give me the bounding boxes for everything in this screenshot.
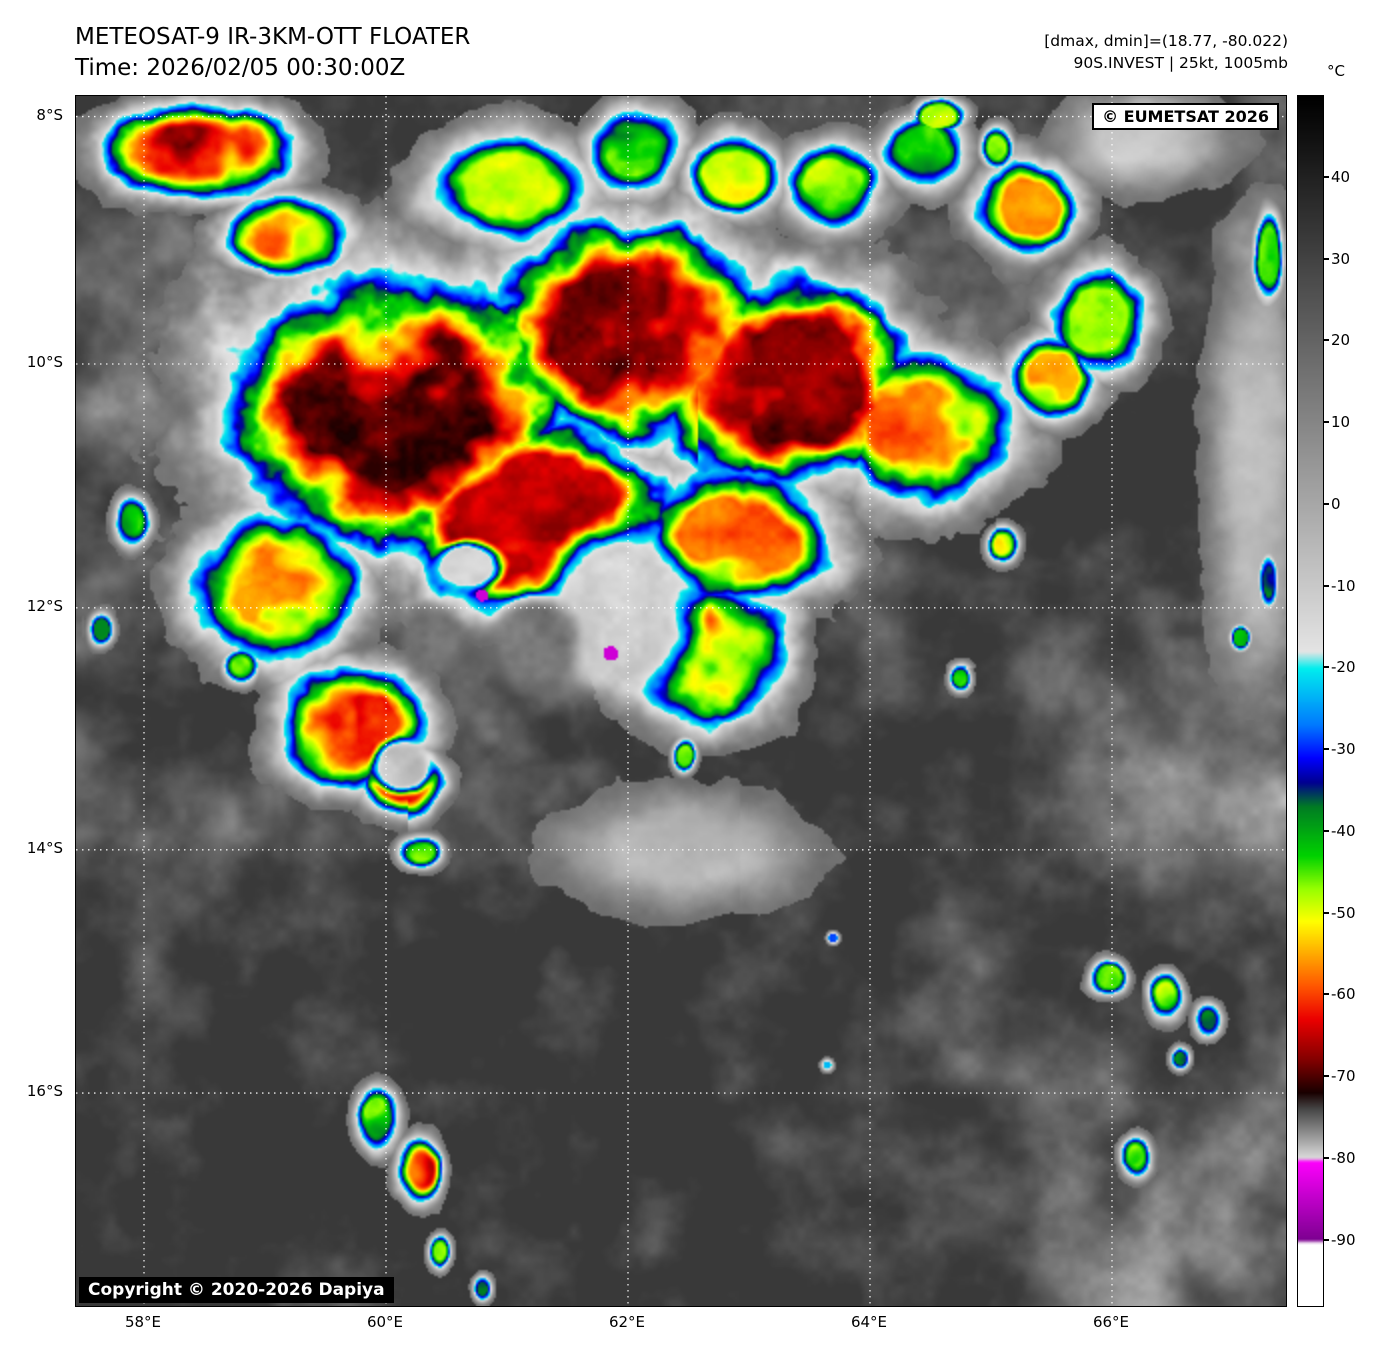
lat-tick-label: 10°S [26, 353, 63, 371]
colorbar-tick-mark [1324, 748, 1329, 751]
lon-tick-label: 64°E [850, 1313, 888, 1331]
colorbar-tick-label: 0 [1331, 494, 1341, 513]
colorbar-tick-mark [1324, 1156, 1329, 1159]
colorbar-tick-mark [1324, 993, 1329, 996]
colorbar-tick-label: -80 [1331, 1148, 1356, 1167]
colorbar-tick-label: -10 [1331, 576, 1356, 595]
copyright-badge: Copyright © 2020-2026 Dapiya [79, 1277, 394, 1303]
lat-tick-label: 8°S [36, 105, 63, 124]
temperature-colorbar [1297, 95, 1324, 1307]
range-info: [dmax, dmin]=(18.77, -80.022) [1044, 32, 1288, 50]
lat-tick-label: 16°S [26, 1082, 63, 1101]
colorbar-tick-mark [1324, 257, 1329, 260]
product-title: METEOSAT-9 IR-3KM-OTT FLOATER [75, 24, 471, 50]
colorbar-tick-label: -40 [1331, 821, 1356, 840]
lon-tick-label: 58°E [124, 1313, 162, 1331]
colorbar-tick-mark [1324, 666, 1329, 669]
header-left: METEOSAT-9 IR-3KM-OTT FLOATER Time: 2026… [75, 22, 470, 84]
longitude-axis: 58°E 60°E 62°E 64°E 66°E [75, 1313, 1285, 1337]
eumetsat-credit-badge: © EUMETSAT 2026 [1092, 103, 1279, 130]
colorbar-tick-label: -50 [1331, 903, 1356, 922]
latlon-grid [76, 96, 1286, 1306]
colorbar-tick-label: -20 [1331, 658, 1356, 677]
colorbar-tick-label: 40 [1331, 167, 1351, 186]
colorbar-tick-mark [1324, 911, 1329, 914]
storm-info: 90S.INVEST | 25kt, 1005mb [1073, 54, 1288, 72]
colorbar-tick-label: 20 [1331, 331, 1351, 350]
product-time: Time: 2026/02/05 00:30:00Z [75, 55, 406, 81]
colorbar-tick-mark [1324, 584, 1329, 587]
header-right: [dmax, dmin]=(18.77, -80.022) 90S.INVEST… [1044, 30, 1288, 74]
satellite-ir-image [76, 96, 1286, 1306]
colorbar-tick-label: -70 [1331, 1067, 1356, 1086]
colorbar-tick-label: 10 [1331, 413, 1351, 432]
colorbar-gradient [1298, 96, 1323, 1306]
lon-tick-label: 60°E [366, 1313, 404, 1331]
lat-tick-label: 12°S [26, 596, 63, 615]
lon-tick-label: 62°E [608, 1313, 646, 1331]
colorbar-tick-mark [1324, 1075, 1329, 1078]
colorbar-tick-label: -60 [1331, 985, 1356, 1004]
colorbar-tick-mark [1324, 175, 1329, 178]
latitude-axis: 8°S 10°S 12°S 14°S 16°S [0, 95, 69, 1305]
colorbar-tick-label: 30 [1331, 249, 1351, 268]
colorbar-tick-mark [1324, 829, 1329, 832]
colorbar-tick-mark [1324, 502, 1329, 505]
colorbar-tick-mark [1324, 1238, 1329, 1241]
colorbar-unit-label: °C [1327, 62, 1345, 80]
colorbar-tick-label: -90 [1331, 1230, 1356, 1249]
satellite-map: © EUMETSAT 2026 Copyright © 2020-2026 Da… [75, 95, 1287, 1307]
lat-tick-label: 14°S [26, 838, 63, 857]
lon-tick-label: 66°E [1092, 1313, 1130, 1331]
colorbar-ticks: 40 30 20 10 0 -10 -20 -30 -40 -50 -60 -70 -80 -90 [1324, 95, 1385, 1305]
colorbar-tick-label: -30 [1331, 740, 1356, 759]
colorbar-tick-mark [1324, 339, 1329, 342]
colorbar-tick-mark [1324, 421, 1329, 424]
